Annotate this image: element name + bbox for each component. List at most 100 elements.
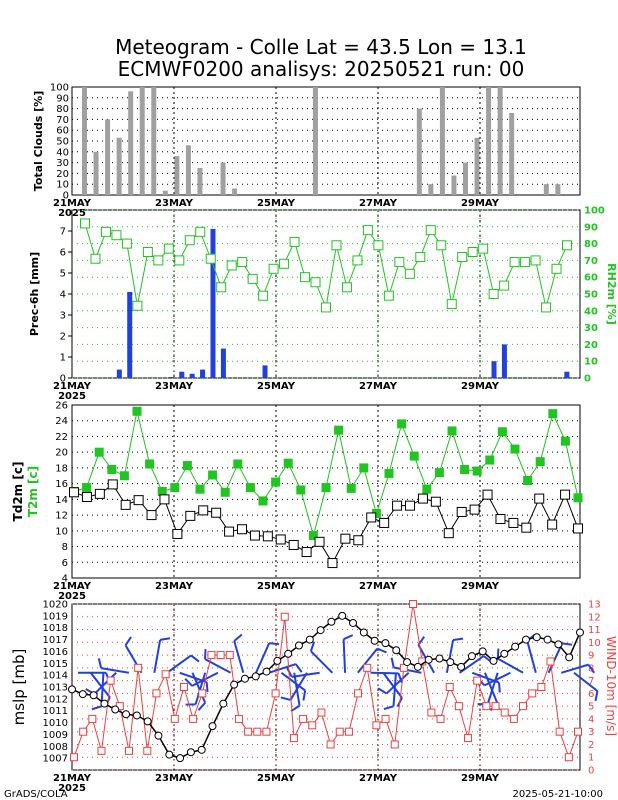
mslp-marker	[294, 641, 303, 650]
rh-marker	[530, 255, 541, 266]
precip-bar	[168, 376, 174, 378]
t2m-marker	[157, 487, 167, 496]
wind-barb-shaft	[93, 672, 117, 695]
mslp-marker	[219, 699, 228, 708]
rh-marker	[415, 252, 426, 263]
cloud-bar	[185, 145, 191, 195]
mslp-marker	[521, 635, 530, 644]
wind-ytick-label: 10	[588, 638, 601, 649]
cloud-bar	[439, 87, 445, 195]
wind-marker	[454, 702, 463, 711]
mslp-ytick-label: 1012	[43, 694, 68, 705]
rh-marker	[226, 260, 237, 271]
rh-marker	[268, 263, 279, 274]
panel-2-xtick-label: 21MAY	[53, 381, 92, 392]
cloud-bar	[543, 184, 549, 195]
cloud-bar	[197, 168, 203, 195]
wind-marker	[390, 740, 399, 749]
wind-barb-flag	[159, 637, 171, 641]
t2m-marker	[220, 487, 230, 497]
mslp-ylabel: mslp [mb]	[10, 649, 28, 726]
rh-marker	[436, 240, 447, 251]
td2m-marker	[133, 495, 144, 506]
wind-marker	[152, 689, 161, 698]
mslp-marker	[68, 685, 76, 694]
wind-ytick-label: 6	[588, 689, 594, 700]
wind-marker	[555, 727, 564, 736]
panel-3-xtick-label: 29MAY	[461, 581, 500, 592]
td2m-marker	[340, 533, 351, 544]
wind-barb-shaft	[445, 639, 455, 673]
td2m-marker	[521, 522, 532, 533]
precip-ytick-label: 3	[60, 311, 66, 322]
rh-marker	[541, 302, 552, 313]
t2m-marker	[523, 475, 533, 485]
precip-ytick-label: 5	[60, 269, 66, 280]
rh-ytick-label: 80	[584, 239, 598, 250]
td2m-marker	[224, 526, 235, 537]
rh-marker	[383, 290, 394, 301]
temp-ytick-label: 8	[62, 542, 68, 553]
wind-marker	[299, 714, 308, 723]
rh-marker	[509, 257, 520, 268]
wind-barb-flag	[343, 634, 354, 641]
wind-marker	[207, 651, 216, 660]
t2m-marker	[560, 436, 570, 446]
precip-ytick-label: 7	[60, 227, 66, 238]
wind-marker	[335, 727, 344, 736]
chart-title-line2: ECMWF0200 analisys: 20250521 run: 00	[118, 57, 525, 81]
t2m-marker	[233, 459, 243, 469]
panel-3-xtick-label: 25MAY	[257, 581, 296, 592]
rh-marker	[562, 240, 572, 251]
mslp-marker	[240, 674, 249, 683]
rh-marker	[310, 277, 321, 288]
rh-marker	[499, 280, 510, 291]
mslp-marker	[197, 745, 206, 754]
wind-marker	[381, 714, 390, 723]
mslp-marker	[176, 754, 185, 763]
rh-marker	[478, 243, 489, 254]
t2m-marker	[145, 459, 155, 469]
t2m-marker	[182, 461, 192, 471]
t2m-marker	[119, 471, 129, 481]
wind-marker	[170, 714, 179, 723]
td2m-marker	[262, 531, 273, 542]
wind-barb-shaft	[204, 658, 232, 674]
panel-1-frame	[71, 86, 581, 196]
temp-ytick-label: 6	[62, 558, 68, 569]
wind-barb-flag	[377, 687, 388, 695]
clouds-ytick-label: 0	[63, 191, 69, 202]
wind-ytick-label: 13	[588, 600, 601, 611]
td2m-marker	[314, 536, 325, 547]
td2m-ylabel: Td2m [c]	[11, 462, 25, 522]
precip-bar	[127, 291, 133, 378]
wind-barb-shaft	[194, 672, 207, 705]
clouds-ytick-label: 70	[56, 115, 69, 126]
mslp-marker	[338, 611, 347, 620]
td2m-marker	[146, 510, 157, 521]
cloud-bar	[463, 162, 468, 195]
mslp-marker	[392, 646, 401, 655]
wind-marker	[546, 657, 555, 666]
td2m-marker	[560, 489, 571, 500]
td2m-marker	[120, 499, 131, 510]
mslp-marker	[143, 717, 152, 726]
t2m-marker	[321, 483, 331, 493]
td2m-marker	[495, 514, 506, 525]
wind-marker	[473, 676, 482, 685]
t2m-marker	[258, 496, 268, 506]
precip-bar	[189, 373, 195, 378]
temp-ytick-label: 14	[55, 495, 68, 506]
wind-marker	[372, 721, 381, 730]
mslp-ytick-label: 1016	[43, 647, 68, 658]
td2m-marker	[353, 535, 364, 546]
precip-bar	[220, 348, 226, 378]
mslp-marker	[381, 639, 390, 648]
chart-title-line1: Meteogram - Colle Lat = 43.5 Lon = 13.1	[115, 35, 527, 59]
mslp-marker	[165, 750, 174, 759]
rh-ytick-label: 90	[584, 222, 598, 233]
t2m-marker	[573, 493, 583, 503]
t2m-marker	[397, 419, 407, 429]
td2m-marker	[482, 489, 493, 500]
